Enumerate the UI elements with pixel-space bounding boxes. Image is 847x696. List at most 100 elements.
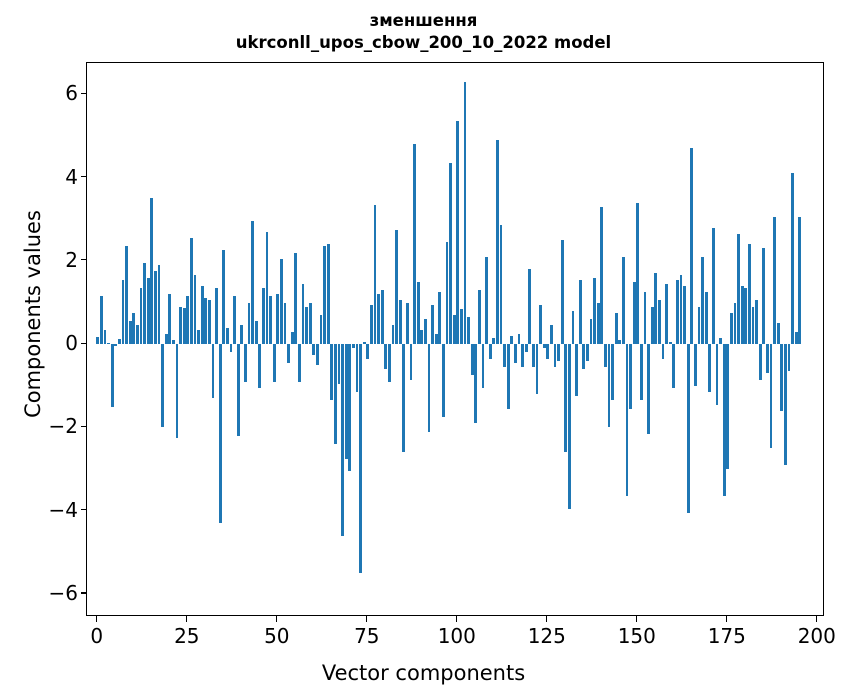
bar: [683, 285, 687, 345]
bar: [722, 344, 726, 497]
bar: [524, 344, 528, 353]
bar: [333, 344, 337, 445]
bar: [607, 344, 611, 428]
bar: [168, 294, 172, 345]
bar: [647, 344, 651, 434]
bar: [337, 344, 341, 384]
bar: [456, 121, 460, 345]
bar: [233, 296, 237, 345]
bar: [578, 279, 582, 345]
bar: [434, 333, 438, 345]
bar: [431, 304, 435, 345]
bar: [420, 329, 424, 345]
bar: [531, 344, 535, 368]
bar: [211, 344, 215, 399]
y-tick-label: 6: [65, 81, 78, 106]
bar: [204, 298, 208, 345]
bar: [319, 315, 323, 345]
bar: [99, 296, 103, 345]
bar: [719, 337, 723, 345]
page-title: зменшення ukrconll_upos_cbow_200_10_2022…: [0, 10, 847, 54]
bar: [323, 246, 327, 345]
bar: [243, 344, 247, 382]
y-tick-mark: [80, 425, 86, 428]
y-tick-label: −4: [48, 497, 78, 522]
bar: [542, 344, 546, 349]
bar: [733, 302, 737, 345]
bar: [377, 294, 381, 345]
plot-area: [86, 62, 824, 616]
bar: [737, 233, 741, 345]
bar: [294, 252, 298, 345]
bar: [261, 287, 265, 345]
bar: [481, 344, 485, 388]
bar: [247, 302, 251, 345]
x-tick-label: 150: [617, 624, 656, 648]
y-tick-mark: [80, 92, 86, 94]
bar: [279, 258, 283, 345]
y-tick-mark: [80, 509, 86, 511]
bar: [686, 344, 690, 513]
bar: [409, 344, 413, 380]
bar: [175, 344, 179, 438]
y-axis-label: Components values: [21, 210, 45, 418]
bar: [423, 319, 427, 345]
bar: [391, 325, 395, 345]
bar: [639, 344, 643, 401]
bar: [564, 344, 568, 453]
bar: [114, 344, 118, 347]
bar: [283, 302, 287, 345]
bar: [661, 344, 665, 359]
bar: [503, 344, 507, 368]
bar: [773, 217, 777, 345]
bar: [121, 279, 125, 345]
bar: [405, 302, 409, 345]
bar: [679, 275, 683, 345]
bar: [798, 217, 802, 345]
bar: [153, 271, 157, 345]
bar: [643, 292, 647, 345]
bar: [315, 344, 319, 365]
bar: [625, 344, 629, 497]
bar: [535, 344, 539, 395]
bar: [776, 323, 780, 345]
bar: [384, 344, 388, 370]
bar: [189, 237, 193, 345]
y-tick-mark: [80, 175, 86, 178]
bar: [596, 302, 600, 345]
bar: [485, 256, 489, 345]
bar: [762, 248, 766, 345]
bar: [215, 287, 219, 345]
bar: [513, 344, 517, 363]
x-tick-label: 100: [437, 624, 476, 648]
bar: [794, 331, 798, 345]
x-tick-label: 0: [90, 624, 104, 648]
bar: [459, 308, 463, 345]
x-tick-mark: [366, 616, 368, 622]
x-tick-label: 175: [707, 624, 746, 648]
bar: [467, 317, 471, 345]
bar: [254, 321, 258, 345]
x-tick-mark: [726, 616, 728, 622]
bar: [251, 221, 255, 345]
bar: [697, 306, 701, 345]
bar: [495, 140, 499, 345]
bar: [398, 300, 402, 345]
bar: [585, 344, 589, 361]
bar: [470, 344, 474, 376]
bar: [445, 242, 449, 345]
bar: [193, 275, 197, 345]
bar: [373, 204, 377, 345]
bar: [582, 344, 586, 370]
x-tick-label: 125: [527, 624, 566, 648]
bar: [557, 344, 561, 361]
bar: [621, 256, 625, 345]
bar: [207, 300, 211, 345]
bar: [488, 344, 492, 359]
x-tick-mark: [546, 616, 548, 622]
y-tick-label: −2: [48, 414, 78, 439]
bar: [546, 344, 550, 359]
bar: [675, 279, 679, 345]
bar: [305, 306, 309, 345]
